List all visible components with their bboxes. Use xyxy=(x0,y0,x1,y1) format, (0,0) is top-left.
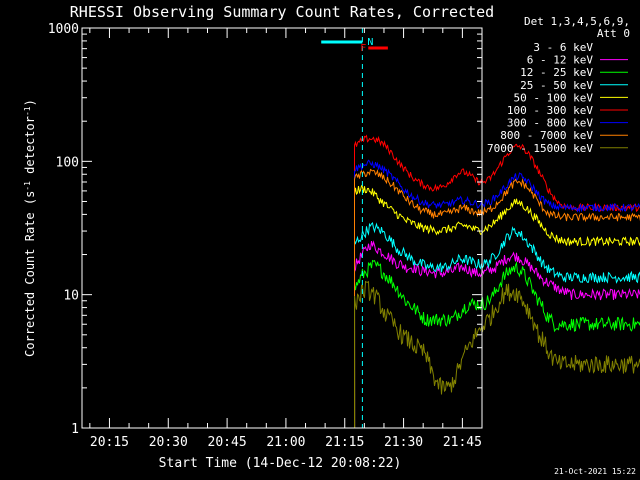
legend-label: 300 - 800 keV xyxy=(507,117,593,130)
night-flag-label: N xyxy=(367,37,373,48)
legend-header-line-1: Det 1,3,4,5,6,9, xyxy=(524,15,630,28)
series-trace-7 xyxy=(353,168,640,429)
y-axis-label: Corrected Count Rate (s-1 detector-1) xyxy=(23,99,38,357)
legend-label: 7000 - 15000 keV xyxy=(487,142,593,155)
data-traces xyxy=(353,134,640,430)
series-trace-0 xyxy=(353,219,640,430)
x-tick-label: 21:00 xyxy=(266,435,305,450)
flag-bars: NF xyxy=(321,28,388,428)
legend-label: 25 - 50 keV xyxy=(520,79,593,92)
series-trace-4 xyxy=(353,184,640,429)
x-tick-label: 20:15 xyxy=(90,435,129,450)
plot-frame xyxy=(81,27,483,429)
legend-label: 800 - 7000 keV xyxy=(500,129,593,142)
legend-header-line-2: Att 0 xyxy=(597,27,630,40)
y-tick-label: 100 xyxy=(56,155,79,170)
y-tick-label: 10 xyxy=(63,289,79,304)
series-trace-1 xyxy=(353,240,640,429)
axes: 1 10 100 1000 20:15 20:30 20:45 21:00 21:15 21:30… xyxy=(48,22,483,450)
chart-title: RHESSI Observing Summary Count Rates, Co… xyxy=(70,3,494,21)
x-tick-label: 20:45 xyxy=(208,435,247,450)
y-tick-label: 1 xyxy=(71,422,79,437)
legend-header: Det 1,3,4,5,6,9, Att 0 xyxy=(524,15,630,40)
series-trace-6 xyxy=(353,159,640,429)
footer-date: 21-Oct-2021 15:22 xyxy=(554,467,636,476)
x-tick-label: 20:30 xyxy=(149,435,188,450)
y-tick-label: 1000 xyxy=(48,22,79,37)
series-trace-8 xyxy=(354,280,640,429)
flare-flag-label: F xyxy=(360,43,366,54)
series-trace-3 xyxy=(354,222,640,429)
x-axis-label: Start Time (14-Dec-12 20:08:22) xyxy=(159,456,402,471)
x-tick-label: 21:45 xyxy=(443,435,482,450)
series-trace-2 xyxy=(354,259,640,429)
legend-label: 12 - 25 keV xyxy=(520,66,593,79)
legend-label: 6 - 12 keV xyxy=(527,54,594,67)
legend-label: 3 - 6 keV xyxy=(533,41,593,54)
x-tick-label: 21:15 xyxy=(325,435,364,450)
legend-label: 50 - 100 keV xyxy=(514,91,594,104)
legend-label: 100 - 300 keV xyxy=(507,104,593,117)
x-tick-label: 21:30 xyxy=(384,435,423,450)
